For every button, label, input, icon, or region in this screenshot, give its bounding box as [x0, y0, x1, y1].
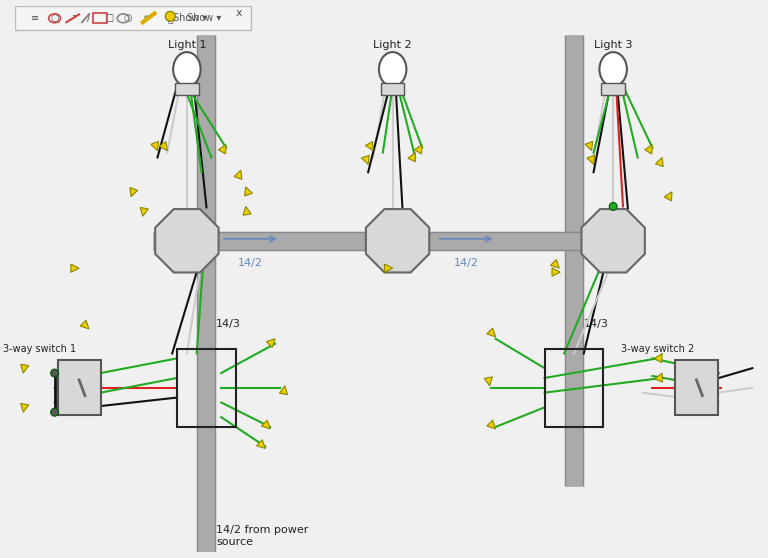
- Text: x: x: [236, 8, 242, 18]
- Circle shape: [609, 203, 617, 210]
- Text: 3-way switch 2: 3-way switch 2: [621, 344, 694, 354]
- Text: 3-way switch 1: 3-way switch 1: [3, 344, 77, 354]
- Polygon shape: [80, 320, 89, 329]
- Text: ○: ○: [51, 13, 59, 23]
- Polygon shape: [151, 142, 158, 151]
- Text: ≡: ≡: [31, 13, 39, 23]
- Text: 14/3: 14/3: [217, 319, 241, 329]
- Polygon shape: [257, 440, 265, 449]
- Polygon shape: [21, 403, 28, 412]
- Text: ✏: ✏: [144, 13, 152, 23]
- Polygon shape: [71, 264, 79, 272]
- Polygon shape: [644, 145, 652, 154]
- Text: Show ▾: Show ▾: [173, 13, 207, 23]
- Polygon shape: [408, 152, 415, 162]
- FancyBboxPatch shape: [675, 360, 718, 415]
- Text: ↗: ↗: [68, 13, 76, 23]
- Polygon shape: [385, 264, 392, 272]
- Ellipse shape: [600, 52, 627, 86]
- Polygon shape: [261, 420, 270, 429]
- Polygon shape: [362, 155, 369, 164]
- Polygon shape: [655, 157, 664, 167]
- Text: 14/2 from power
source: 14/2 from power source: [217, 525, 309, 546]
- Polygon shape: [664, 192, 672, 201]
- Text: ○: ○: [124, 13, 132, 23]
- Polygon shape: [585, 142, 593, 151]
- Polygon shape: [141, 208, 148, 217]
- Text: Light 3: Light 3: [594, 40, 632, 50]
- Text: 14/2: 14/2: [454, 258, 478, 268]
- Ellipse shape: [173, 52, 200, 86]
- Text: Light 1: Light 1: [167, 40, 206, 50]
- Text: Show ▾: Show ▾: [187, 13, 221, 23]
- Text: Light 2: Light 2: [373, 40, 412, 50]
- Polygon shape: [159, 142, 167, 151]
- Text: □: □: [104, 13, 113, 23]
- Ellipse shape: [165, 12, 175, 21]
- Polygon shape: [243, 206, 251, 215]
- Polygon shape: [245, 187, 253, 196]
- FancyBboxPatch shape: [381, 83, 405, 95]
- Polygon shape: [155, 209, 219, 272]
- Polygon shape: [655, 373, 663, 382]
- Polygon shape: [280, 386, 287, 395]
- Polygon shape: [415, 145, 422, 154]
- FancyBboxPatch shape: [58, 360, 101, 415]
- Polygon shape: [234, 170, 242, 179]
- Polygon shape: [218, 145, 226, 154]
- Polygon shape: [587, 155, 594, 164]
- FancyBboxPatch shape: [15, 6, 250, 30]
- Polygon shape: [487, 420, 495, 429]
- FancyBboxPatch shape: [175, 83, 199, 95]
- Text: 14/2: 14/2: [238, 258, 263, 268]
- Text: 14/3: 14/3: [584, 319, 609, 329]
- Polygon shape: [654, 353, 662, 363]
- Polygon shape: [552, 268, 560, 276]
- Polygon shape: [130, 187, 137, 196]
- Polygon shape: [487, 328, 495, 337]
- Polygon shape: [551, 259, 559, 268]
- Ellipse shape: [379, 52, 406, 86]
- FancyBboxPatch shape: [601, 83, 625, 95]
- Text: 📌: 📌: [167, 13, 173, 23]
- Polygon shape: [21, 364, 28, 373]
- Polygon shape: [366, 209, 429, 272]
- Text: /: /: [88, 13, 91, 23]
- Polygon shape: [484, 377, 492, 386]
- Circle shape: [51, 369, 58, 377]
- Polygon shape: [266, 339, 275, 348]
- Polygon shape: [366, 141, 373, 151]
- Polygon shape: [581, 209, 645, 272]
- Circle shape: [51, 408, 58, 416]
